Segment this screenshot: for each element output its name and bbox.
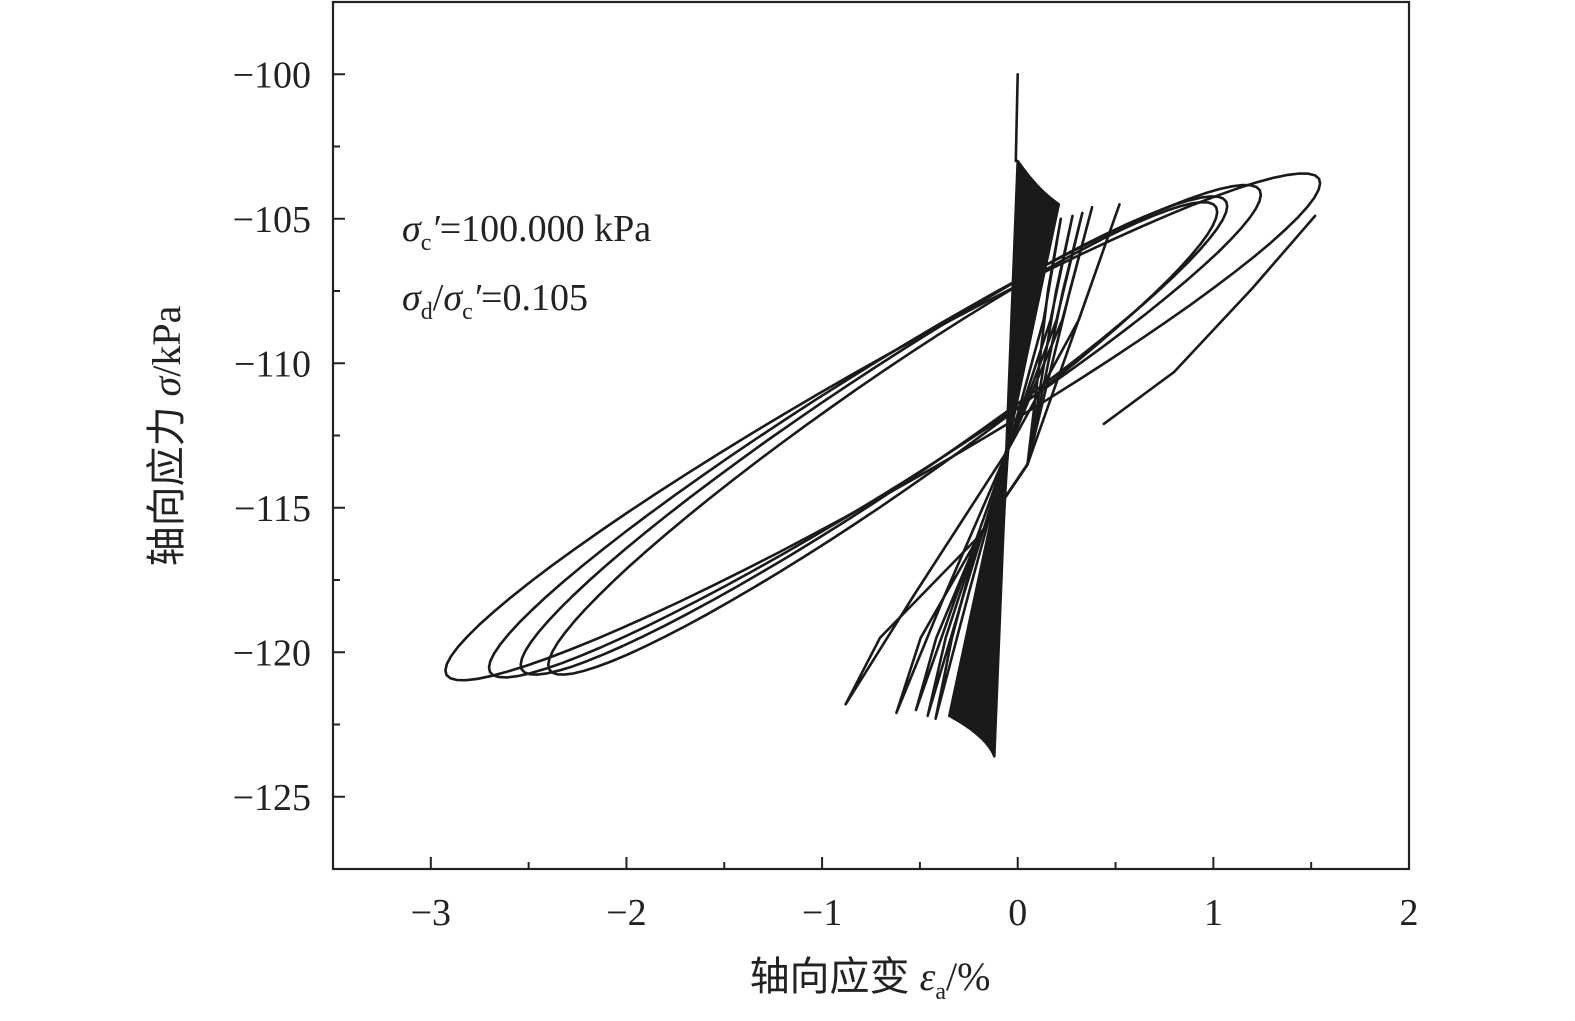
y-tick-label: −105 xyxy=(233,199,311,241)
hysteresis-curves xyxy=(444,73,1322,758)
y-axis-title: 轴向应力 σ/kPa xyxy=(144,305,189,566)
series-line xyxy=(444,172,1322,682)
annotation-stress-ratio: σd/σc′=0.105 xyxy=(402,277,588,325)
annotation-confining-pressure: σc′=100.000 kPa xyxy=(402,208,651,256)
series-line xyxy=(547,200,1219,676)
x-tick-label: 1 xyxy=(1204,892,1223,934)
series-line xyxy=(487,183,1263,679)
plot-frame xyxy=(331,0,1411,871)
y-tick-label: −100 xyxy=(233,54,311,96)
x-tick-label: −3 xyxy=(411,892,451,934)
curve-group xyxy=(444,73,1322,758)
x-tick-label: −2 xyxy=(606,892,646,934)
series-line xyxy=(519,195,1229,676)
x-axis-title: 轴向应变 εa/% xyxy=(750,954,991,1005)
x-tick-label: −1 xyxy=(802,892,842,934)
y-tick-label: −120 xyxy=(233,632,311,674)
tick-layer: −3 −2 −1 0 1 2 −100 −105 −110 −115 −120 −125 xyxy=(233,1,1419,934)
x-tick-label: 2 xyxy=(1400,892,1419,934)
y-tick-label: −125 xyxy=(233,777,311,819)
x-tick-label: 0 xyxy=(1008,892,1027,934)
y-tick-label: −110 xyxy=(234,343,311,385)
series-line xyxy=(1102,214,1317,426)
y-tick-label: −115 xyxy=(234,488,311,530)
